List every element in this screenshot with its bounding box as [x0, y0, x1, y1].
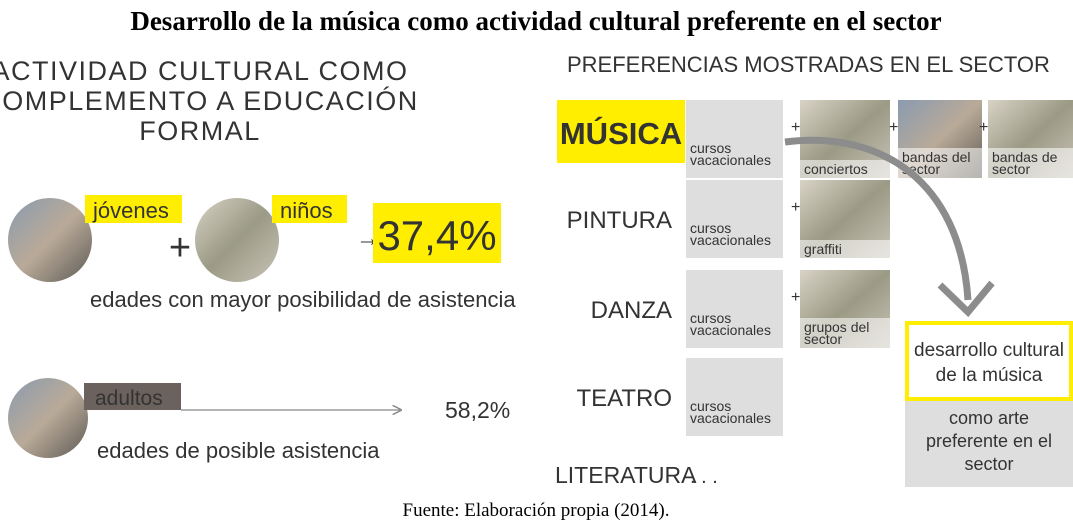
photo-label: sector: [804, 331, 842, 347]
base-text: vacacionales: [690, 152, 771, 168]
photo-label: conciertos: [804, 161, 868, 177]
ellipsis: . . .: [690, 466, 718, 488]
percent-box: [373, 203, 501, 263]
flow-arrow: [784, 136, 972, 301]
photo: [195, 198, 279, 282]
base-text: vacacionales: [690, 322, 771, 338]
base-box: [686, 358, 783, 436]
result-text: de la música: [936, 365, 1043, 386]
label: jóvenes: [92, 198, 169, 223]
row-name: TEATRO: [576, 385, 672, 412]
base-text: cursos: [690, 140, 731, 156]
note-text: sector: [964, 454, 1013, 474]
caption: edades de posible asistencia: [97, 438, 380, 463]
caption: edades con mayor posibilidad de asistenc…: [90, 287, 516, 312]
label: niños: [280, 198, 333, 223]
row-highlight: [557, 100, 685, 163]
base-text: vacacionales: [690, 232, 771, 248]
result-box: [905, 321, 1073, 401]
plus: +: [791, 119, 800, 136]
plus: +: [791, 289, 800, 306]
photo-label: sector: [992, 161, 1030, 177]
row-name: MÚSICA: [560, 115, 682, 151]
label-box: [85, 195, 182, 223]
photo-label-bg: [800, 318, 890, 348]
base-box: [686, 100, 783, 178]
base-box: [686, 270, 783, 348]
row-name: DANZA: [591, 297, 672, 324]
photo: [8, 198, 92, 282]
base-text: vacacionales: [690, 410, 771, 426]
row-name: PINTURA: [567, 207, 672, 234]
base-box: [686, 180, 783, 258]
plus: +: [979, 119, 988, 136]
plus: +: [889, 119, 898, 136]
base-text: cursos: [690, 310, 731, 326]
photo-label-bg: [988, 148, 1073, 178]
plus: +: [169, 227, 191, 269]
plus: +: [791, 199, 800, 216]
note-box: [905, 401, 1073, 487]
label: adultos: [95, 387, 163, 410]
right-panel: PREFERENCIAS MOSTRADAS EN EL SECTOR MÚSIC…: [555, 52, 1073, 488]
photo: [8, 378, 88, 458]
photo-label-bg: [800, 160, 890, 178]
photo-label: graffiti: [804, 241, 842, 257]
note-text: preferente en el: [926, 431, 1052, 451]
label-box: [84, 383, 181, 410]
base-text: cursos: [690, 220, 731, 236]
photo-label: grupos del: [804, 319, 869, 335]
base-text: cursos: [690, 398, 731, 414]
title: Desarrollo de la música como actividad c…: [130, 6, 941, 36]
heading-line: ACTIVIDAD CULTURAL COMO: [0, 56, 409, 86]
photo-label-bg: [800, 240, 890, 258]
heading-line: FORMAL: [139, 116, 261, 146]
note-text: como arte: [949, 408, 1029, 428]
percent: 37,4%: [377, 212, 496, 259]
photo-label: bandas de: [992, 149, 1058, 165]
percent: 58,2%: [445, 397, 510, 423]
photo-label: bandas del: [902, 149, 971, 165]
flow-arrowhead: [937, 280, 995, 318]
result-text: desarrollo cultural: [914, 340, 1064, 361]
row-name: LITERATURA: [555, 462, 697, 488]
heading-line: COMPLEMENTO A EDUCACIÓN: [0, 85, 419, 116]
heading: PREFERENCIAS MOSTRADAS EN EL SECTOR: [567, 52, 1050, 77]
label-box: [272, 195, 347, 223]
source: Fuente: Elaboración propia (2014).: [403, 500, 670, 521]
